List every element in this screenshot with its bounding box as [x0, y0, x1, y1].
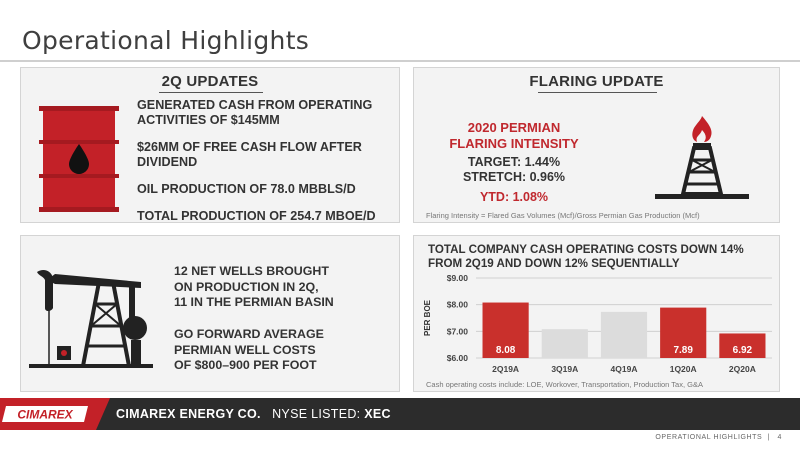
x-tick-label: 4Q19A — [611, 364, 638, 374]
wells-line-6: OF $800–900 PER FOOT — [174, 358, 317, 372]
flaring-panel: FLARING UPDATE 2020 PERMIAN FLARING INTE… — [413, 67, 780, 223]
x-tick-label: 3Q19A — [551, 364, 578, 374]
update-item-fcf: $26MM OF FREE CASH FLOW AFTER DIVIDEND — [137, 140, 362, 169]
flare-stack-icon — [655, 116, 749, 199]
footer-divider-shape — [96, 398, 110, 430]
flaring-footnote: Flaring Intensity = Flared Gas Volumes (… — [426, 211, 700, 220]
wells-line-2: ON PRODUCTION IN 2Q, — [174, 279, 319, 294]
wells-panel: 12 NET WELLS BROUGHT ON PRODUCTION IN 2Q… — [20, 235, 400, 392]
oil-barrel-icon — [39, 106, 119, 212]
bar-3q19a — [541, 329, 588, 358]
slide-title: Operational Highlights — [22, 26, 310, 55]
page-label: OPERATIONAL HIGHLIGHTS — [655, 434, 763, 441]
bar-2q20a — [719, 333, 766, 358]
updates-list: GENERATED CASH FROM OPERATING ACTIVITIES… — [137, 98, 397, 236]
bar-1q20a — [660, 307, 707, 358]
title-divider — [0, 60, 800, 62]
y-axis-label: PER BOE — [423, 299, 432, 336]
costs-heading: TOTAL COMPANY CASH OPERATING COSTS DOWN … — [428, 243, 744, 271]
updates-panel: 2Q UPDATES GENERATED CASH FROM OPERATING… — [20, 67, 400, 223]
y-tick-label: $9.00 — [447, 273, 469, 283]
x-tick-label: 1Q20A — [670, 364, 697, 374]
x-tick-label: 2Q19A — [492, 364, 519, 374]
x-tick-label: 2Q20A — [729, 364, 756, 374]
bar-data-label: 8.08 — [496, 345, 516, 356]
y-tick-label: $6.00 — [447, 353, 469, 363]
wells-cost-block: GO FORWARD AVERAGE PERMIAN WELL COSTS OF… — [174, 327, 324, 374]
page-number: 4 — [777, 434, 782, 441]
cimarex-logo: CIMAREX — [2, 406, 88, 422]
wells-line-5: PERMIAN WELL COSTS — [174, 342, 316, 357]
footer-listed-label: NYSE LISTED: — [272, 407, 365, 421]
page-footer: OPERATIONAL HIGHLIGHTS | 4 — [655, 434, 782, 441]
cost-bar-chart: $6.00 $7.00 $8.00 $9.00 PER BOE 8.08 2Q19A 3Q19… — [423, 273, 772, 374]
pumpjack-icon — [29, 270, 153, 368]
footer-tagline: CIMAREX ENERGY CO. NYSE LISTED: XEC — [116, 407, 391, 421]
flaring-heading: FLARING UPDATE — [529, 73, 664, 90]
update-item-total: TOTAL PRODUCTION OF 254.7 MBOE/D — [137, 209, 376, 223]
flaring-target: TARGET: 1.44% — [467, 155, 561, 169]
costs-panel: TOTAL COMPANY CASH OPERATING COSTS DOWN … — [413, 235, 780, 392]
flaring-title-line2: FLARING INTENSITY — [449, 136, 579, 151]
wells-line-4: GO FORWARD AVERAGE — [174, 327, 324, 341]
svg-text:CIMAREX: CIMAREX — [17, 408, 73, 422]
flaring-heading-rule — [538, 92, 657, 93]
updates-heading-rule — [159, 92, 263, 93]
bar-2q19a — [482, 302, 529, 358]
updates-heading: 2Q UPDATES — [161, 73, 259, 90]
costs-heading-line1: TOTAL COMPANY CASH OPERATING COSTS DOWN … — [428, 243, 744, 256]
bar-data-label: 6.92 — [733, 345, 753, 356]
wells-text-block: 12 NET WELLS BROUGHT ON PRODUCTION IN 2Q… — [174, 264, 334, 311]
flaring-title-line1: 2020 PERMIAN — [467, 120, 561, 135]
wells-line-3: 11 IN THE PERMIAN BASIN — [174, 295, 334, 309]
footer-company: CIMAREX ENERGY CO. — [116, 407, 261, 421]
costs-heading-line2: FROM 2Q19 AND DOWN 12% SEQUENTIALLY — [428, 257, 680, 270]
update-item-cash: GENERATED CASH FROM OPERATING ACTIVITIES… — [137, 98, 373, 127]
y-tick-label: $7.00 — [447, 326, 469, 336]
update-item-oil: OIL PRODUCTION OF 78.0 MBBLS/D — [137, 182, 356, 196]
costs-footnote: Cash operating costs include: LOE, Worko… — [426, 380, 703, 389]
footer-logo-area: CIMAREX — [0, 398, 96, 430]
y-tick-label: $8.00 — [447, 300, 469, 310]
footer-ticker: XEC — [364, 407, 391, 421]
bar-data-label: 7.89 — [673, 345, 693, 356]
flaring-ytd: YTD: 1.08% — [479, 190, 549, 204]
bar-4q19a — [600, 311, 648, 358]
flaring-stretch: STRETCH: 0.96% — [462, 170, 566, 184]
footer-bar: CIMAREX CIMAREX ENERGY CO. NYSE LISTED: … — [0, 398, 800, 430]
wells-line-1: 12 NET WELLS BROUGHT — [174, 264, 329, 278]
